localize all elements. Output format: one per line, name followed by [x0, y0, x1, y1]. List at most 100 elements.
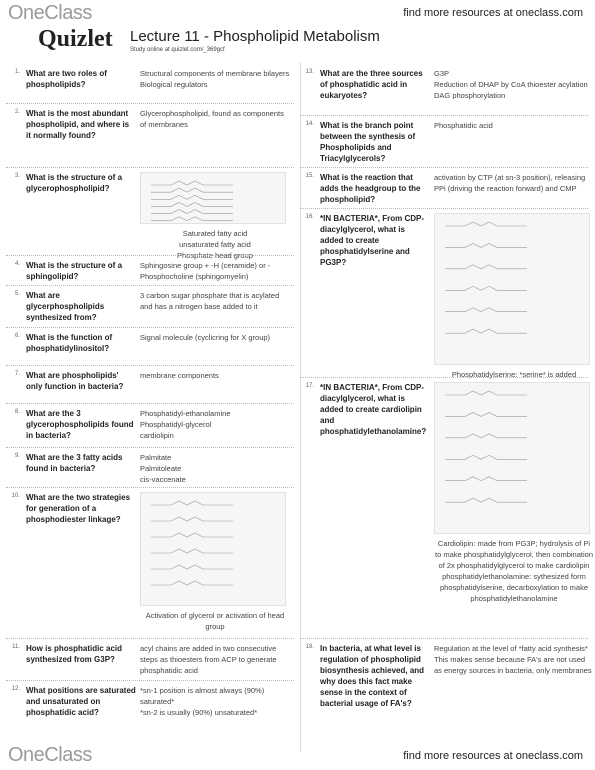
- caption: Activation of glycerol or activation of …: [145, 611, 285, 631]
- question: What are the 3 fatty acids found in bact…: [26, 453, 123, 473]
- separator: [6, 103, 294, 104]
- card-number: 7.: [14, 371, 20, 377]
- answer: Glycerophospholipid, found as components…: [140, 108, 290, 130]
- card-number: 6.: [14, 333, 20, 339]
- answer-line: membrane components: [140, 371, 219, 380]
- answer: membrane components: [140, 370, 290, 381]
- card-number: 15.: [305, 173, 314, 179]
- answer-line: Phosphatidyl-ethanolamine: [140, 409, 231, 418]
- card-number: 5.: [14, 291, 20, 297]
- diagram: [140, 492, 286, 606]
- answer: activation by CTP (at sn-3 position), re…: [434, 172, 594, 194]
- separator: [6, 255, 294, 256]
- diagram-art: [151, 500, 233, 586]
- question: What is the most abundant phospholipid, …: [26, 109, 130, 140]
- separator: [6, 638, 294, 639]
- footer-link[interactable]: find more resources at oneclass.com: [403, 750, 583, 762]
- answer: Structural components of membrane bilaye…: [140, 68, 290, 90]
- diagram: [140, 172, 286, 224]
- answer: *sn-1 position is almost always (90%) sa…: [140, 685, 290, 718]
- card-number: 17.: [305, 383, 314, 389]
- caption: Cardiolipin: made from PG3P; hydrolysis …: [434, 539, 593, 570]
- diagram-art: [445, 390, 527, 503]
- separator: [6, 365, 294, 366]
- diagram: [434, 382, 590, 534]
- answer: Phosphatidyl-ethanolamine Phosphatidyl-gl…: [140, 408, 290, 441]
- answer-line: This makes sense because FA's are not us…: [434, 655, 592, 675]
- separator: [6, 327, 294, 328]
- answer-line: Glycerophospholipid, found as components…: [140, 109, 284, 129]
- answer-line: G3P: [434, 69, 450, 78]
- caption: Saturated fatty acid: [182, 229, 248, 238]
- answer-line: DAG phosphorylation: [434, 91, 506, 100]
- answer-line: Structural components of membrane bilaye…: [140, 69, 290, 78]
- separator: [6, 167, 294, 168]
- column-divider: [300, 62, 301, 752]
- question: What are the three sources of phosphatid…: [320, 69, 423, 100]
- brand: Quizlet: [38, 26, 113, 52]
- separator: [300, 208, 588, 209]
- answer: Signal molecule (cyclicring for X group): [140, 332, 290, 343]
- footer-logo: OneClass: [8, 744, 92, 766]
- answer-line: 3 carbon sugar phosphate that is acylate…: [140, 291, 280, 311]
- answer-line: Palmitoleate: [140, 464, 182, 473]
- answer-line: cis-vaccenate: [140, 475, 186, 484]
- question: What is the structure of a glycerophosph…: [26, 173, 123, 193]
- answer-line: Biological regulators: [140, 80, 208, 89]
- answer: Phosphatidic acid: [434, 120, 594, 131]
- question: *IN BACTERIA*, From CDP-diacylglycerol, …: [320, 383, 427, 436]
- answer-line: Reduction of DHAP by CoA thioester acyla…: [434, 80, 588, 89]
- answer: Activation of glycerol or activation of …: [140, 492, 290, 632]
- separator: [6, 403, 294, 404]
- answer: Regulation at the level of *fatty acid s…: [434, 643, 594, 676]
- question: What positions are saturated and unsatur…: [26, 686, 136, 717]
- separator: [300, 167, 588, 168]
- question: What are the two strategies for generati…: [26, 493, 131, 524]
- study-link[interactable]: Study online at quizlet.com/_369gcf: [130, 47, 225, 53]
- answer-line: Regulation at the level of *fatty acid s…: [434, 644, 588, 653]
- title: Lecture 11 - Phospholipid Metabolism: [130, 28, 380, 45]
- answer-line: acyl chains are added in two consecutive…: [140, 644, 277, 675]
- card-number: 3.: [14, 173, 20, 179]
- question: What is the function of phosphatidylinos…: [26, 333, 113, 353]
- question: What are two roles of phospholipids?: [26, 69, 107, 89]
- question: What are glycerphospholipids synthesized…: [26, 291, 105, 322]
- answer-line: Sphingosine group + -H (ceramide) or -Ph…: [140, 261, 271, 281]
- question: What is the structure of a sphingolipid?: [26, 261, 123, 281]
- answer: Palmitate Palmitoleate cis-vaccenate: [140, 452, 290, 485]
- question: *IN BACTERIA*, From CDP-diacylglycerol, …: [320, 214, 425, 267]
- caption: Phosphatidylserine: *serine* is added: [451, 370, 577, 379]
- card-number: 2.: [14, 109, 20, 115]
- separator: [6, 487, 294, 488]
- answer-line: *sn-1 position is almost always (90%) sa…: [140, 686, 265, 706]
- caption: unsaturated fatty acid: [179, 240, 251, 249]
- separator: [300, 638, 588, 639]
- card-number: 10.: [11, 493, 20, 499]
- resource-link[interactable]: find more resources at oneclass.com: [403, 7, 583, 19]
- caption: phosphatidylethanolamine: sythesized for…: [439, 572, 588, 603]
- question: What is the branch point between the syn…: [320, 121, 416, 163]
- answer: Phosphatidylserine: *serine* is addedPG3…: [434, 213, 594, 391]
- answer: Sphingosine group + -H (ceramide) or -Ph…: [140, 260, 290, 282]
- card-number: 13.: [305, 69, 314, 75]
- answer-line: Phosphatidic acid: [434, 121, 493, 130]
- separator: [6, 447, 294, 448]
- answer: Cardiolipin: made from PG3P; hydrolysis …: [434, 382, 594, 604]
- diagram-art: [151, 180, 233, 222]
- question: How is phosphatidic acid synthesized fro…: [26, 644, 123, 664]
- card-number: 14.: [305, 121, 314, 127]
- question: What are phospholipids' only function in…: [26, 371, 124, 391]
- diagram: [434, 213, 590, 365]
- card-number: 11.: [12, 644, 20, 650]
- question: In bacteria, at what level is regulation…: [320, 644, 425, 708]
- separator: [300, 115, 588, 116]
- answer-line: *sn-2 is usually (90%) unsaturated*: [140, 708, 258, 717]
- answer-line: Signal molecule (cyclicring for X group): [140, 333, 271, 342]
- logo: OneClass: [8, 2, 92, 24]
- diagram-art: [445, 221, 527, 334]
- answer-line: Phosphatidyl-glycerol: [140, 420, 212, 429]
- question: What are the 3 glycerophospholipids foun…: [26, 409, 134, 440]
- card-number: 18.: [305, 644, 314, 650]
- card-number: 9.: [14, 453, 20, 459]
- question: What is the reaction that adds the headg…: [320, 173, 421, 204]
